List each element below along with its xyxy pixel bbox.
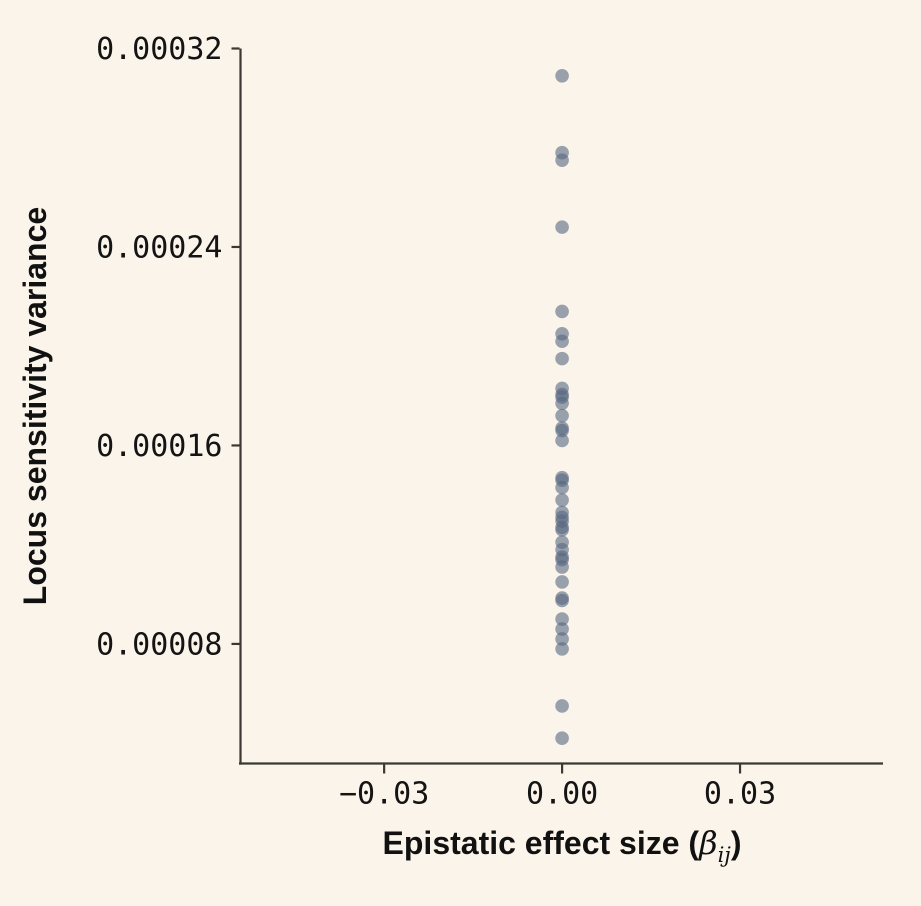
x-tick-label: 0.03 (704, 777, 776, 812)
beta-subscript: ij (718, 843, 732, 867)
data-point (555, 480, 569, 495)
data-point (555, 396, 569, 411)
data-point (555, 423, 569, 438)
data-point (555, 334, 569, 349)
x-axis-ticks: −0.03 0.00 0.03 (339, 764, 776, 812)
data-point (555, 632, 569, 646)
y-tick-label: 0.00024 (96, 230, 222, 265)
data-point (555, 493, 569, 507)
x-tick-label: −0.03 (339, 777, 429, 812)
y-axis-ticks: 0.00008 0.00016 0.00024 0.00032 (96, 32, 240, 662)
y-tick-label: 0.00008 (96, 627, 222, 662)
data-point (555, 612, 569, 626)
y-axis-title: Locus sensitivity variance (17, 207, 53, 605)
data-point (555, 220, 569, 234)
data-point (555, 522, 569, 537)
x-title-text: Epistatic effect size ( (383, 825, 700, 861)
data-point (555, 699, 569, 713)
data-point (555, 622, 569, 636)
data-point (555, 731, 569, 745)
x-tick-label: 0.00 (526, 777, 598, 812)
data-point (555, 408, 569, 423)
x-axis-title: Epistatic effect size (βij) (383, 824, 742, 867)
beta-symbol: β (698, 824, 718, 862)
data-point (555, 433, 569, 448)
data-point (555, 560, 569, 574)
data-point (555, 593, 569, 608)
data-point (555, 304, 569, 319)
data-point (555, 642, 569, 656)
data-points (555, 68, 569, 745)
data-point (555, 575, 569, 589)
data-point (555, 351, 569, 366)
y-tick-label: 0.00016 (96, 429, 222, 464)
x-title-close-paren: ) (731, 825, 742, 861)
data-point (555, 68, 569, 83)
axis-spines (239, 48, 883, 765)
data-point (555, 153, 569, 167)
y-tick-label: 0.00032 (96, 32, 222, 67)
